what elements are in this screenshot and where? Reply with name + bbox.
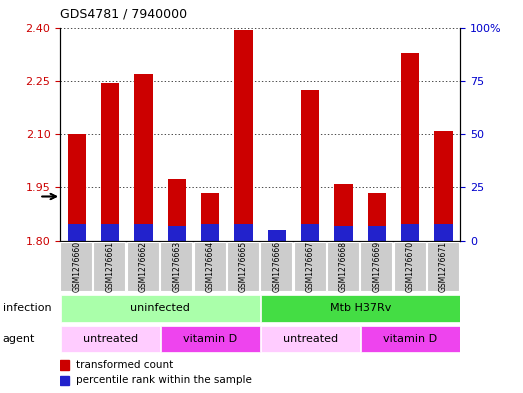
Text: GSM1276666: GSM1276666 [272,241,281,292]
Bar [401,53,419,241]
Bar [161,326,259,352]
Bar [427,242,459,291]
Bar [361,326,460,352]
Bar [168,178,186,241]
Bar [134,224,153,241]
Text: GSM1276668: GSM1276668 [339,241,348,292]
Text: vitamin D: vitamin D [183,334,237,344]
Text: agent: agent [3,334,35,344]
Text: GDS4781 / 7940000: GDS4781 / 7940000 [60,7,187,20]
Text: transformed count: transformed count [76,360,174,370]
Text: untreated: untreated [282,334,338,344]
Bar [394,242,426,291]
Bar [368,226,386,241]
Bar [134,74,153,241]
Text: uninfected: uninfected [130,303,190,313]
Bar [201,224,219,241]
Text: GSM1276660: GSM1276660 [72,241,81,292]
Bar [101,83,119,241]
Bar [168,226,186,241]
Bar [293,242,325,291]
Bar [368,193,386,241]
Bar [101,224,119,241]
Bar [234,30,253,241]
Bar [260,242,292,291]
Bar [327,242,359,291]
Text: GSM1276671: GSM1276671 [439,241,448,292]
Bar [67,134,86,241]
Bar [194,242,225,291]
Bar [67,224,86,241]
Text: untreated: untreated [83,334,138,344]
Bar [261,326,359,352]
Bar [334,226,353,241]
Bar [94,242,126,291]
Bar [334,184,353,241]
Text: percentile rank within the sample: percentile rank within the sample [76,375,252,386]
Bar [435,131,453,241]
Text: vitamin D: vitamin D [383,334,437,344]
Bar [61,326,160,352]
Bar [268,231,286,241]
Bar [435,224,453,241]
Bar [60,360,70,370]
Bar [201,193,219,241]
Text: Mtb H37Rv: Mtb H37Rv [329,303,391,313]
Text: GSM1276669: GSM1276669 [372,241,381,292]
Text: GSM1276665: GSM1276665 [239,241,248,292]
Bar [268,230,286,241]
Bar [360,242,392,291]
Bar [301,224,320,241]
Bar [127,242,159,291]
Text: GSM1276664: GSM1276664 [206,241,214,292]
Bar [227,242,259,291]
Bar [261,295,460,321]
Bar [234,224,253,241]
Text: GSM1276667: GSM1276667 [306,241,315,292]
Bar [160,242,192,291]
Text: GSM1276662: GSM1276662 [139,241,148,292]
Bar [60,242,92,291]
Text: GSM1276663: GSM1276663 [173,241,181,292]
Bar [61,295,259,321]
Bar [301,90,320,241]
Text: GSM1276670: GSM1276670 [406,241,415,292]
Bar [401,224,419,241]
Text: infection: infection [3,303,51,313]
Text: GSM1276661: GSM1276661 [106,241,115,292]
Bar [60,376,70,385]
